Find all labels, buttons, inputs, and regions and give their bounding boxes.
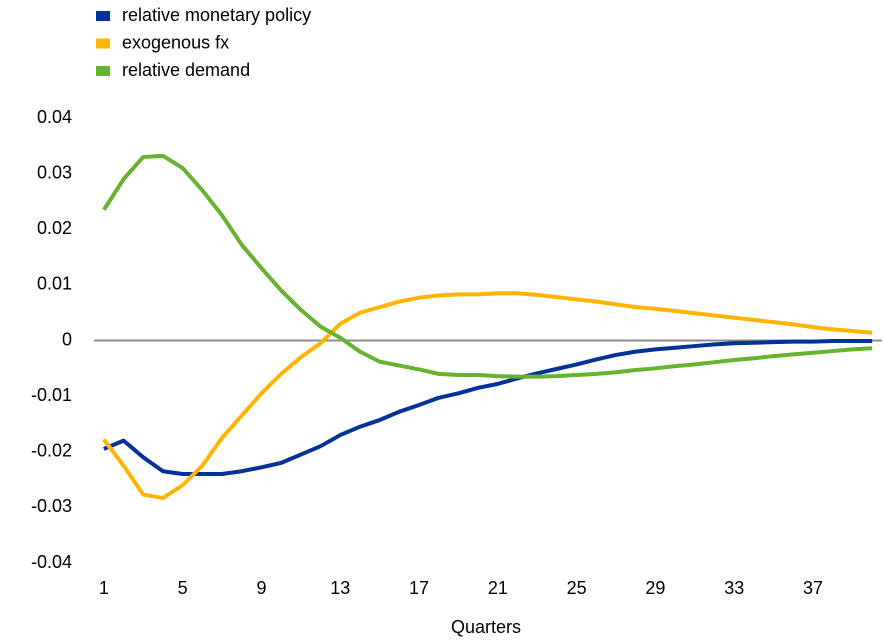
x-tick-label: 21 bbox=[488, 578, 508, 598]
y-tick-label: 0.03 bbox=[37, 162, 72, 182]
x-tick-label: 9 bbox=[256, 578, 266, 598]
x-tick-label: 1 bbox=[99, 578, 109, 598]
legend-label: relative demand bbox=[122, 60, 250, 80]
legend-label: relative monetary policy bbox=[122, 5, 311, 25]
y-tick-label: -0.02 bbox=[31, 441, 72, 461]
series-line bbox=[102, 153, 873, 379]
legend-swatch bbox=[96, 66, 110, 76]
series-line bbox=[103, 339, 873, 476]
x-axis-label: Quarters bbox=[451, 617, 521, 637]
y-tick-label: -0.04 bbox=[31, 552, 72, 572]
x-tick-label: 25 bbox=[567, 578, 587, 598]
x-tick-label: 29 bbox=[645, 578, 665, 598]
y-tick-label: 0 bbox=[62, 329, 72, 349]
x-tick-label: 33 bbox=[724, 578, 744, 598]
x-tick-label: 37 bbox=[803, 578, 823, 598]
y-tick-label: -0.03 bbox=[31, 496, 72, 516]
legend-swatch bbox=[96, 11, 110, 21]
x-tick-label: 13 bbox=[330, 578, 350, 598]
x-tick-label: 17 bbox=[409, 578, 429, 598]
y-tick-label: 0.01 bbox=[37, 274, 72, 294]
y-tick-label: 0.02 bbox=[37, 218, 72, 238]
x-tick-label: 5 bbox=[178, 578, 188, 598]
legend-swatch bbox=[96, 38, 110, 49]
y-tick-label: -0.01 bbox=[31, 385, 72, 405]
y-tick-label: 0.04 bbox=[37, 107, 72, 127]
series-line bbox=[102, 291, 873, 500]
legend-label: exogenous fx bbox=[122, 32, 229, 52]
